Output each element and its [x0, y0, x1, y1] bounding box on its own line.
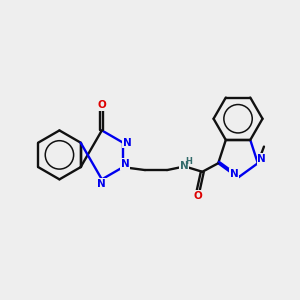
Text: N: N	[121, 159, 129, 169]
Text: N: N	[123, 138, 132, 148]
Text: H: H	[186, 157, 193, 166]
Text: O: O	[98, 100, 106, 110]
Text: N: N	[180, 161, 189, 171]
Text: N: N	[98, 179, 106, 189]
Text: N: N	[257, 154, 266, 164]
Text: N: N	[230, 169, 239, 179]
Text: O: O	[194, 191, 202, 201]
